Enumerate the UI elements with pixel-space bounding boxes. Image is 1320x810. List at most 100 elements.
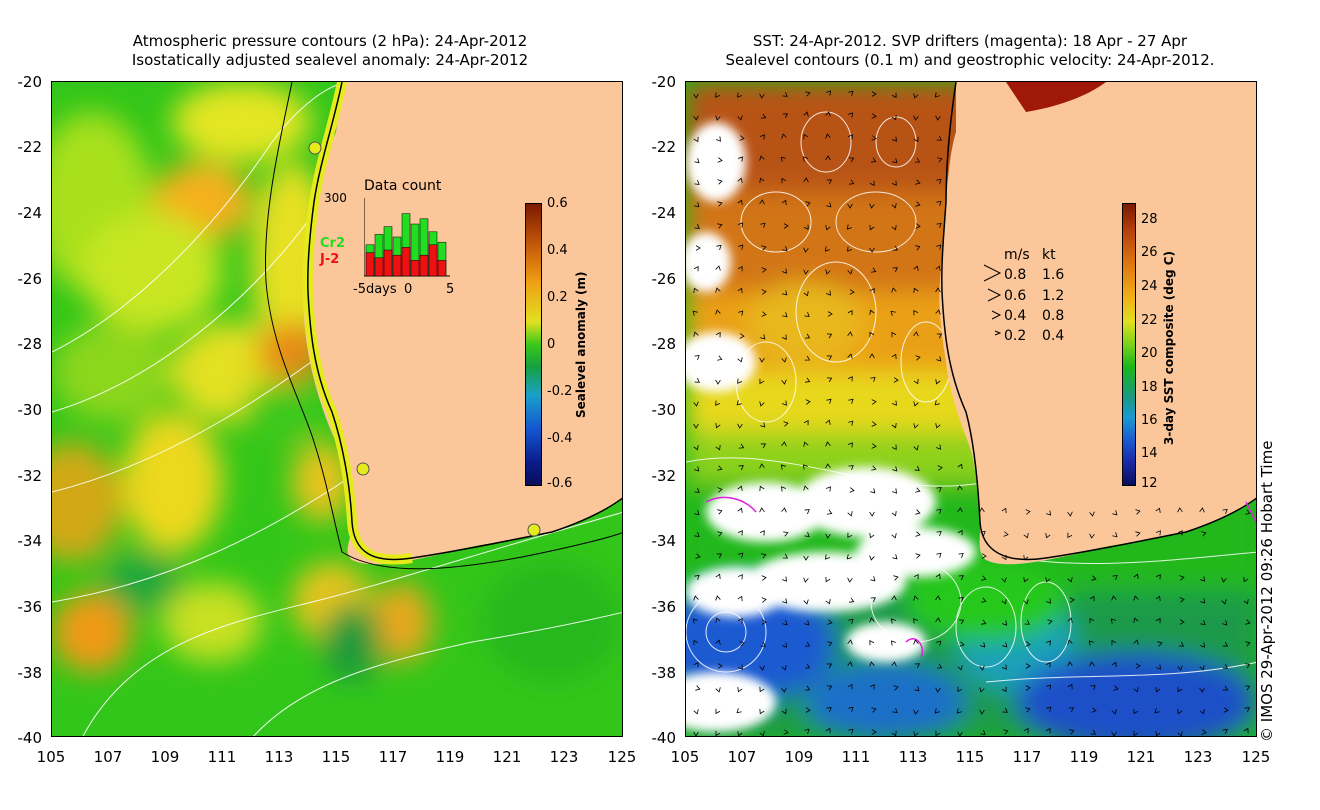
velocity-arrow [1046,706,1052,712]
velocity-arrow [870,576,876,582]
sst-tick-20: 20 [1141,346,1158,361]
velocity-arrow [891,180,897,186]
velocity-arrow [737,731,743,736]
velocity-arrow [761,267,767,273]
velocity-arrow [804,532,810,538]
velocity-arrow [869,309,875,315]
velocity-arrow [935,444,941,450]
velocity-arrow [760,641,766,647]
velocity-arrow [1023,728,1029,734]
velocity-arrow [957,686,963,693]
velocity-arrow [1155,530,1161,536]
velocity-arrow [782,598,788,604]
velocity-arrow [869,532,875,539]
velocity-arrow [716,244,722,250]
velocity-arrow [1001,507,1007,514]
velocity-arrow [737,378,743,384]
velocity-arrow [759,155,765,161]
velocity-arrow [1025,707,1031,713]
velocity-arrow [738,465,744,471]
velocity-arrow [935,287,941,293]
inset-bar-j2 [428,244,438,277]
velocity-arrow [936,487,942,493]
velocity-arrow [759,93,765,99]
velocity-arrow [803,247,809,253]
velocity-arrow [871,399,877,405]
velocity-arrow [935,617,941,623]
velocity-arrow [1222,641,1229,647]
velocity-arrow [1001,686,1007,693]
velocity-arrow [737,686,743,693]
velocity-arrow [1089,511,1095,517]
sst-tick-26: 26 [1141,245,1158,260]
velocity-arrow [957,529,963,536]
sst-colorbar [1122,203,1136,486]
velocity-arrow [780,464,786,470]
velocity-arrow [826,179,833,185]
sealevel-anomaly-map[interactable] [51,81,623,737]
velocity-arrow [1199,665,1205,671]
right-title-line1: SST: 24-Apr-2012. SVP drifters (magenta)… [752,32,1188,50]
velocity-arrow [892,708,898,714]
velocity-arrow [936,531,942,537]
velocity-arrow [825,419,831,425]
velocity-arrow [761,553,767,559]
left-x-tick: 113 [264,748,294,766]
velocity-arrow [914,686,920,692]
velocity-arrow [915,487,921,493]
velocity-arrow [1067,532,1073,538]
velocity-arrow [693,331,699,337]
velocity-arrow [1222,663,1229,669]
velocity-arrow [848,420,854,426]
velocity-arrow [692,618,698,624]
velocity-arrow [1155,617,1161,624]
velocity-arrow [803,156,809,162]
velocity-arrow [1157,641,1163,647]
velocity-arrow [1045,661,1051,668]
velocity-arrow [1001,598,1007,605]
sst-tick-14: 14 [1141,446,1158,461]
velocity-arrow [1023,577,1029,583]
velocity-arrow [760,443,767,449]
velocity-arrow [826,685,833,691]
right-y-tick: -26 [651,270,677,288]
velocity-arrow [1200,598,1206,604]
velocity-arrow [957,665,963,671]
velocity-arrow [803,419,809,426]
velocity-arrow [804,333,811,339]
velocity-arrow [1025,641,1031,647]
velocity-arrow [717,509,723,515]
velocity-arrow [693,93,699,99]
velocity-arrow [717,223,723,229]
right-y-tick: -36 [651,598,677,616]
velocity-arrow [780,156,786,162]
velocity-arrow [847,683,853,690]
velocity-arrow [935,309,941,315]
velocity-arrow [827,509,833,515]
velocity-arrow [695,685,701,691]
velocity-arrow [871,135,877,141]
velocity-arrow [715,573,721,580]
velocity-arrow [1154,708,1160,714]
velocity-arrow [869,288,875,294]
velocity-arrow [782,246,788,252]
velocity-arrow [871,707,877,713]
velocity-row-0.8-ms: 0.8 [1004,267,1027,283]
velocity-arrow [1067,639,1073,645]
sst-tick-16: 16 [1141,413,1158,428]
velocity-arrow [915,355,921,361]
velocity-arrow [782,553,789,559]
velocity-arrow [737,664,743,670]
velocity-arrow [1002,642,1008,648]
velocity-arrow [693,287,699,294]
data-count-inset: Data count 300 Cr2 J-2 -5days 0 5 [316,178,466,298]
left-x-tick: 109 [150,748,180,766]
velocity-arrow [781,687,787,693]
velocity-arrow [715,115,721,121]
sst-map[interactable] [685,81,1257,737]
velocity-arrow [737,115,743,121]
velocity-arrow [1135,509,1141,515]
velocity-arrow [1069,729,1075,735]
velocity-arrow [827,311,833,317]
velocity-row-0.6-kt: 1.2 [1042,288,1065,304]
